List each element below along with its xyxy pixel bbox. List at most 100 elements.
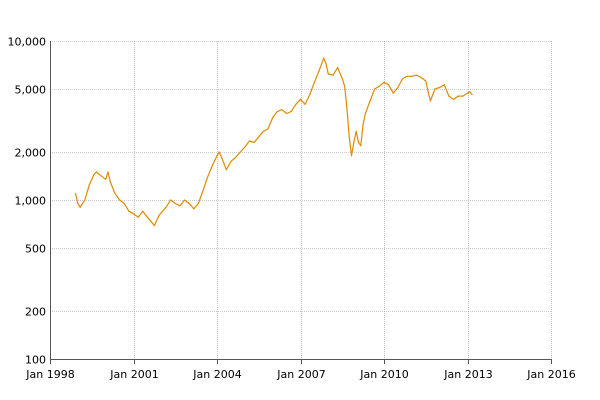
- data-point: [95, 171, 97, 173]
- data-point: [119, 199, 121, 201]
- axis-frame: [50, 41, 552, 364]
- data-point: [235, 156, 237, 159]
- data-point: [183, 199, 186, 201]
- series-group: [74, 57, 473, 227]
- data-point: [471, 94, 473, 96]
- data-point: [309, 94, 311, 96]
- data-point: [158, 214, 160, 216]
- data-point: [100, 175, 102, 177]
- data-point: [93, 173, 95, 175]
- data-point: [378, 85, 380, 87]
- data-point: [216, 155, 218, 157]
- data-point: [77, 202, 79, 205]
- data-point: [364, 112, 366, 115]
- data-point: [223, 162, 225, 164]
- data-point: [146, 216, 148, 218]
- x-tick-label: Jan 2007: [276, 368, 325, 381]
- data-point: [128, 210, 130, 212]
- data-point: [179, 205, 181, 207]
- data-point: [137, 216, 139, 218]
- data-point: [281, 109, 283, 111]
- data-point: [448, 95, 450, 97]
- x-tick-label: Jan 2004: [192, 368, 241, 381]
- data-point: [353, 141, 355, 144]
- x-tick-label: Jan 2013: [443, 368, 492, 381]
- y-tick-label: 2,000: [15, 147, 47, 160]
- data-point: [290, 110, 292, 113]
- y-tick-label: 10,000: [8, 36, 47, 49]
- data-point: [429, 100, 431, 102]
- data-point: [239, 151, 241, 153]
- data-point: [327, 73, 329, 75]
- data-point: [453, 98, 455, 100]
- data-point: [439, 86, 441, 89]
- data-point: [295, 103, 297, 105]
- data-point: [362, 123, 364, 125]
- x-tick-label: Jan 2010: [359, 368, 408, 381]
- y-tick-label: 500: [25, 243, 46, 256]
- data-point: [207, 176, 209, 178]
- data-point: [355, 130, 357, 132]
- data-point: [107, 171, 109, 173]
- data-point: [443, 84, 445, 86]
- data-point: [348, 136, 350, 138]
- data-point: [344, 85, 346, 87]
- data-point: [357, 141, 360, 144]
- data-point: [323, 57, 325, 59]
- data-point: [132, 213, 135, 215]
- data-point: [230, 160, 232, 162]
- data-point: [427, 91, 429, 93]
- data-point: [457, 95, 459, 97]
- data-point: [272, 117, 274, 119]
- data-point: [165, 206, 167, 208]
- data-point: [425, 80, 427, 82]
- x-tick-labels: Jan 1998 Jan 2001 Jan 2004 Jan 2007 Jan 2010…: [25, 368, 575, 381]
- data-point: [420, 76, 422, 78]
- data-point: [466, 92, 469, 94]
- data-point: [114, 192, 116, 194]
- data-point: [74, 192, 77, 194]
- grid-lines: [50, 41, 552, 360]
- x-tick-label: Jan 1998: [25, 368, 74, 381]
- data-point: [402, 78, 404, 80]
- data-point: [369, 100, 371, 102]
- data-point: [258, 136, 260, 138]
- data-point: [253, 141, 255, 144]
- data-point: [244, 146, 246, 148]
- data-point: [276, 110, 278, 113]
- data-point: [123, 202, 125, 205]
- y-tick-labels: 100 200 500 1,000 2,000 5,000 10,000: [8, 36, 47, 367]
- data-point: [360, 145, 362, 147]
- data-point: [218, 151, 220, 153]
- y-tick-label: 5,000: [15, 84, 47, 97]
- data-point: [211, 164, 213, 166]
- data-point: [304, 103, 306, 105]
- data-point: [392, 92, 394, 94]
- data-point: [325, 63, 327, 65]
- data-point: [350, 155, 353, 157]
- data-point: [341, 78, 343, 80]
- series-line: [74, 57, 473, 227]
- data-point: [193, 208, 195, 210]
- data-point: [109, 181, 111, 183]
- data-point: [299, 98, 302, 100]
- data-point: [79, 206, 81, 208]
- data-point: [332, 74, 334, 76]
- data-point: [406, 75, 408, 77]
- data-point: [188, 202, 190, 205]
- data-point: [313, 81, 315, 83]
- data-point: [170, 199, 172, 201]
- data-point: [225, 169, 227, 171]
- data-point: [142, 210, 144, 212]
- data-point: [88, 184, 90, 186]
- data-point: [262, 130, 264, 132]
- y-tick-label: 100: [25, 354, 46, 367]
- data-point: [397, 86, 399, 89]
- data-point: [105, 178, 107, 180]
- data-point: [346, 107, 348, 109]
- data-point: [469, 91, 471, 93]
- data-point: [415, 74, 418, 76]
- data-point: [153, 225, 155, 227]
